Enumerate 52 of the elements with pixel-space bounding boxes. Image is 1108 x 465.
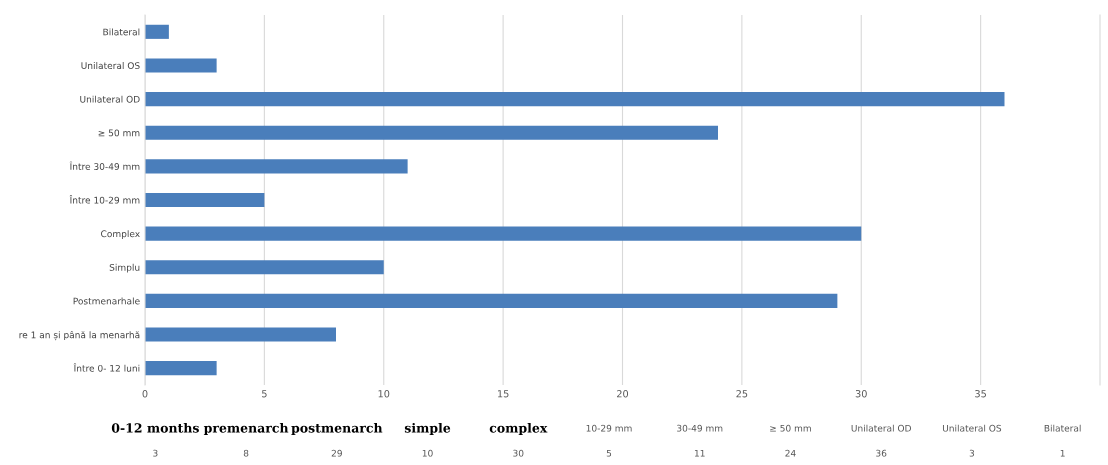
text: complex — [489, 422, 548, 436]
text: Unilateral OS — [942, 424, 1002, 432]
text: simple — [404, 422, 451, 436]
bar — [145, 327, 336, 342]
y-tick-label: Postmenarhale — [73, 297, 140, 305]
bar — [145, 192, 265, 208]
text: 10 — [422, 449, 433, 457]
text: 24 — [785, 449, 796, 457]
y-tick-label: re 1 an și până la menarhă — [19, 330, 140, 341]
text: 0-12 months — [111, 422, 199, 433]
y-tick-label: Simplu — [109, 263, 140, 273]
y-tick-label: Unilateral OD — [80, 95, 140, 103]
x-tick-label: 5 — [262, 390, 267, 398]
text: premenarch — [203, 422, 289, 436]
bar — [145, 361, 217, 376]
x-tick-label: 15 — [498, 390, 509, 398]
text: 10-29 mm — [586, 424, 632, 432]
text: 3 — [969, 449, 975, 457]
text: postmenarch — [291, 422, 383, 436]
y-tick-label: Complex — [101, 230, 140, 239]
bar — [145, 159, 408, 174]
text: 11 — [694, 449, 705, 457]
text: 1 — [1060, 449, 1065, 457]
x-tick-label: 20 — [617, 390, 629, 398]
bar — [145, 24, 169, 39]
text: 3 — [153, 449, 158, 457]
y-tick-label: Bilateral — [103, 28, 140, 36]
text: Unilateral OD — [851, 424, 911, 432]
x-tick-label: 30 — [855, 390, 867, 398]
y-tick-label: ≥ 50 mm — [98, 129, 140, 137]
text: 5 — [606, 449, 612, 457]
bar — [145, 92, 1005, 107]
text: ≥ 50 mm — [770, 424, 811, 432]
x-tick-label: 25 — [736, 390, 748, 398]
text: 36 — [876, 449, 887, 457]
bar — [145, 58, 217, 73]
bar — [145, 293, 838, 308]
text: Bilateral — [1044, 424, 1081, 432]
bar — [145, 260, 384, 275]
text: 29 — [331, 449, 342, 457]
x-tick-label: 10 — [378, 390, 390, 398]
bar — [145, 125, 718, 140]
text: 30 — [513, 449, 524, 457]
y-tick-label: Unilateral OS — [81, 62, 140, 70]
y-tick-label: Între 0- 12 luni — [73, 363, 140, 372]
x-tick-label: 0 — [142, 390, 148, 398]
text: 30-49 mm — [677, 424, 723, 432]
x-tick-label: 35 — [975, 390, 986, 398]
y-tick-label: Între 10-29 mm — [69, 195, 140, 204]
text: 8 — [243, 449, 249, 457]
bar — [145, 226, 862, 241]
y-tick-label: Între 30-49 mm — [69, 161, 140, 170]
